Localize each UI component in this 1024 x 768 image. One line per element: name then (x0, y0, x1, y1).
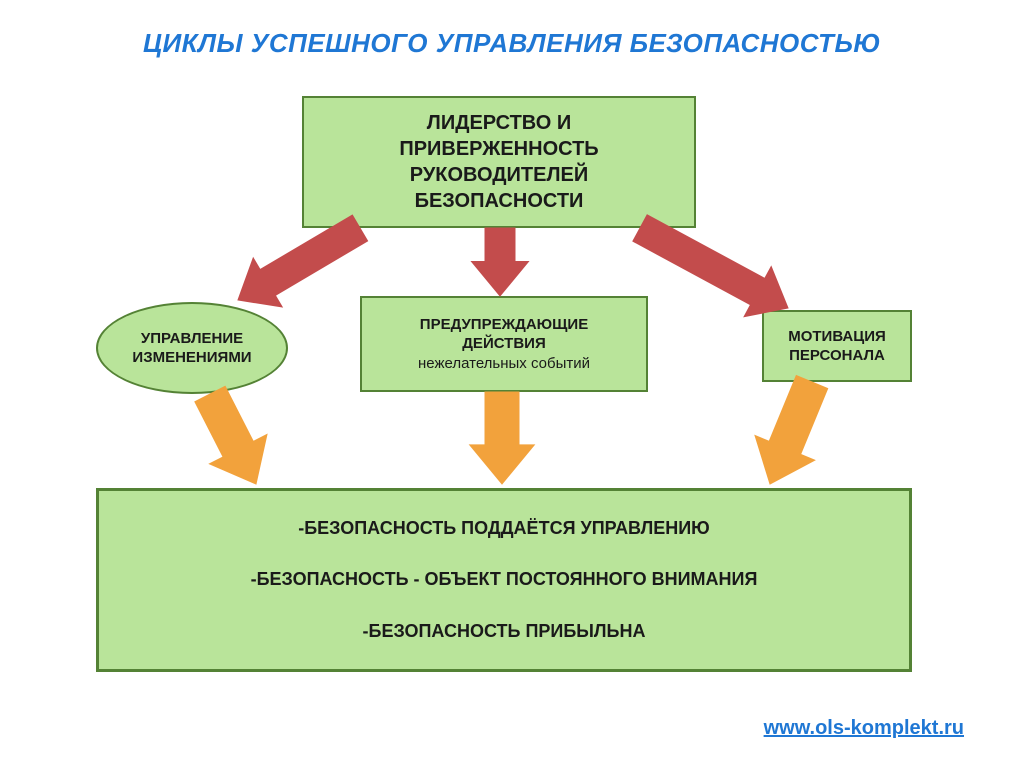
page-title: ЦИКЛЫ УСПЕШНОГО УПРАВЛЕНИЯ БЕЗОПАСНОСТЬЮ (0, 28, 1024, 59)
node-line: нежелательных событий (418, 354, 590, 374)
node-line: ПРЕДУПРЕЖДАЮЩИЕ (420, 315, 588, 335)
node-line: РУКОВОДИТЕЛЕЙ (410, 162, 588, 188)
title-text: ЦИКЛЫ УСПЕШНОГО УПРАВЛЕНИЯ БЕЗОПАСНОСТЬЮ (143, 28, 881, 58)
node-line: БЕЗОПАСНОСТИ (415, 188, 584, 214)
node-preventive-actions: ПРЕДУПРЕЖДАЮЩИЕДЕЙСТВИЯнежелательных соб… (360, 296, 648, 392)
node-line: МОТИВАЦИЯ (788, 327, 886, 347)
node-safety-points: -БЕЗОПАСНОСТЬ ПОДДАЁТСЯ УПРАВЛЕНИЮ -БЕЗОП… (96, 488, 912, 672)
footer-text: www.ols-komplekt.ru (764, 717, 964, 739)
node-line: ПЕРСОНАЛА (789, 346, 885, 366)
node-leadership: ЛИДЕРСТВО ИПРИВЕРЖЕННОСТЬРУКОВОДИТЕЛЕЙБЕ… (302, 96, 696, 228)
node-line: ПРИВЕРЖЕННОСТЬ (399, 136, 598, 162)
safety-point: -БЕЗОПАСНОСТЬ - ОБЪЕКТ ПОСТОЯННОГО ВНИМА… (99, 568, 909, 591)
node-motivation: МОТИВАЦИЯПЕРСОНАЛА (762, 310, 912, 382)
node-change-management: УПРАВЛЕНИЕИЗМЕНЕНИЯМИ (96, 302, 288, 394)
safety-point: -БЕЗОПАСНОСТЬ ПРИБЫЛЬНА (99, 620, 909, 643)
node-line: УПРАВЛЕНИЕ (141, 329, 243, 349)
node-line: ДЕЙСТВИЯ (462, 334, 546, 354)
node-line: ИЗМЕНЕНИЯМИ (132, 348, 251, 368)
footer-url: www.ols-komplekt.ru (764, 717, 964, 740)
safety-point: -БЕЗОПАСНОСТЬ ПОДДАЁТСЯ УПРАВЛЕНИЮ (99, 517, 909, 540)
node-line: ЛИДЕРСТВО И (427, 110, 571, 136)
